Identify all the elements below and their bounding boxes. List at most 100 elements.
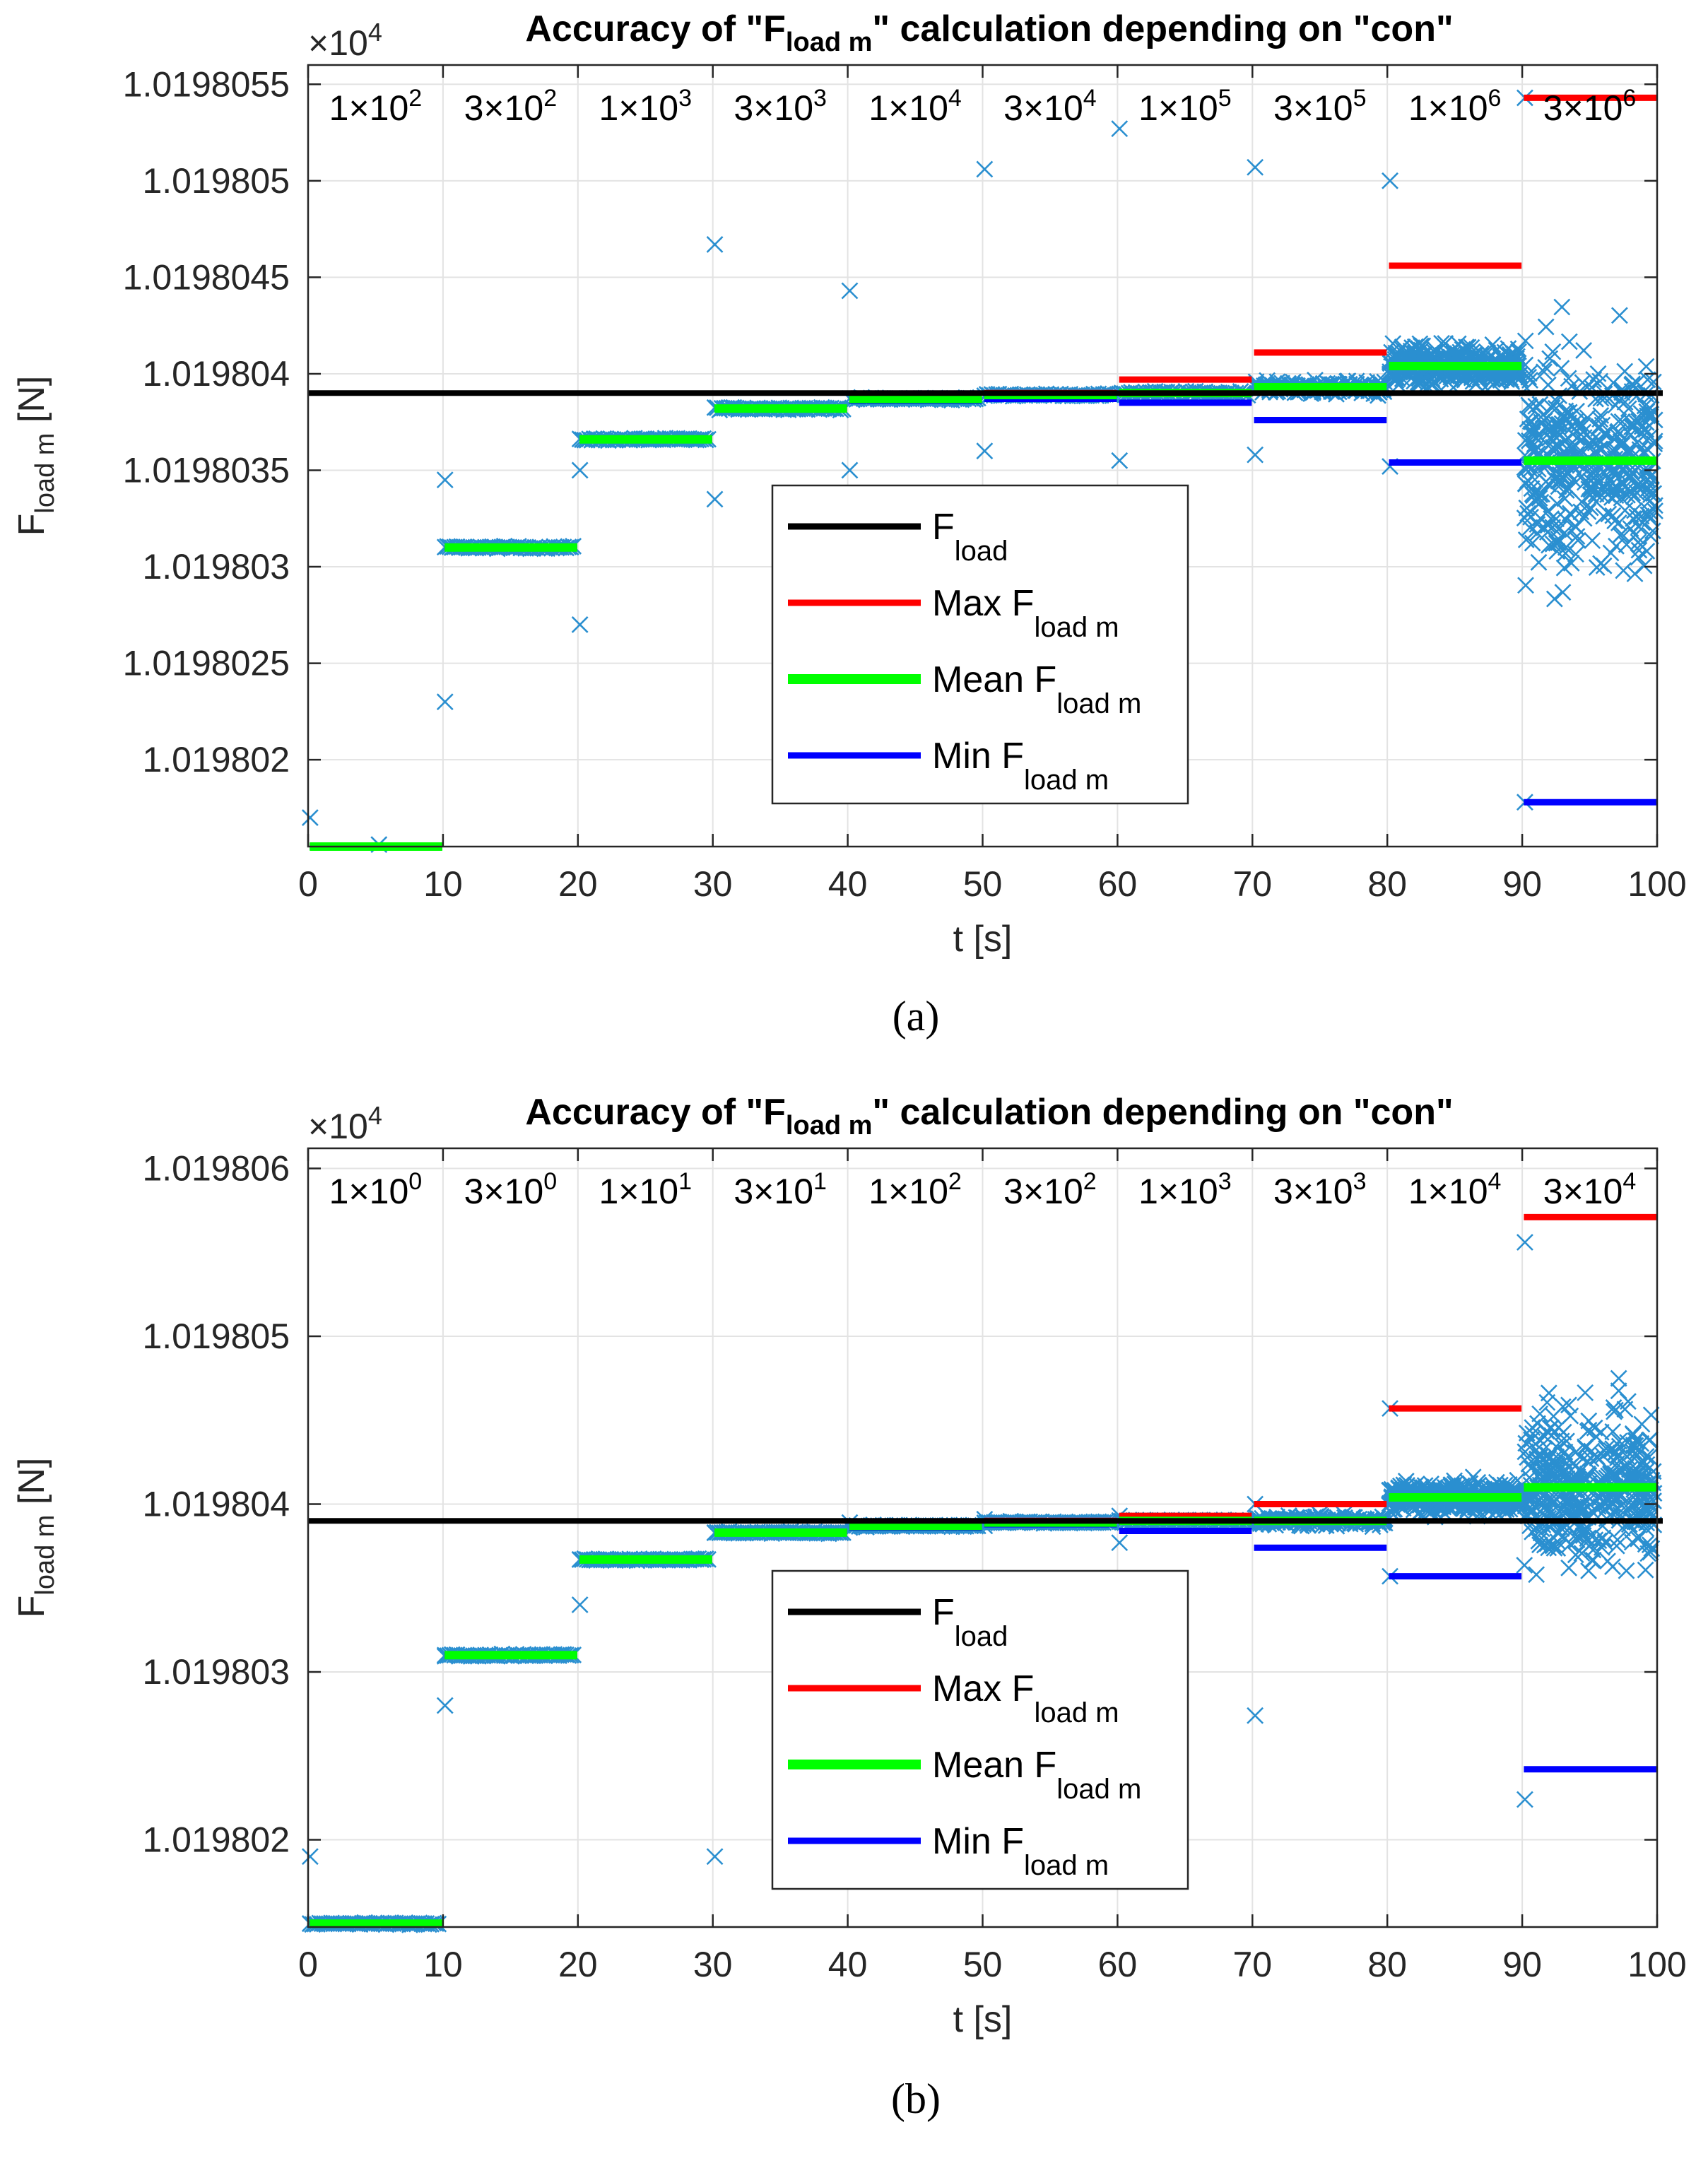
segment-label: 1×106: [1408, 85, 1502, 128]
data-point: [1488, 1473, 1505, 1491]
data-point: [1247, 1707, 1264, 1724]
segment-label: 3×103: [1273, 1168, 1367, 1211]
x-tick-label: 0: [298, 864, 318, 904]
data-point: [1556, 524, 1573, 542]
chart-0: 0 10 20 30 40 50 60 70 80 90 100 1.019802 1.0198025 1…: [11, 8, 1687, 960]
data-point: [1640, 502, 1658, 520]
segment-label: 1×101: [599, 1168, 692, 1211]
data-point: [1642, 408, 1659, 425]
y-tick-label: 1.019804: [142, 1485, 290, 1524]
data-point: [1646, 432, 1663, 450]
y-tick-label: 1.019802: [142, 1820, 290, 1860]
y-axis-label: Fload m [N]: [11, 376, 60, 536]
x-tick-label: 30: [693, 864, 733, 904]
data-point: [1111, 1534, 1129, 1552]
data-point: [1555, 559, 1573, 577]
legend-box: [771, 484, 1189, 805]
data-point: [1583, 1552, 1601, 1569]
data-point: [1577, 1384, 1594, 1401]
data-point: [1616, 394, 1634, 411]
data-point: [1575, 341, 1593, 359]
data-point: [1605, 1398, 1622, 1416]
data-point: [1626, 565, 1644, 582]
data-point: [1559, 1495, 1576, 1512]
data-point: [1524, 1500, 1541, 1518]
data-point: [1586, 1419, 1603, 1437]
data-point: [1608, 428, 1626, 444]
data-point: [1548, 495, 1566, 512]
data-point: [1637, 420, 1655, 438]
data-point: [1600, 505, 1618, 523]
data-point: [1484, 376, 1502, 393]
data-point: [1549, 1533, 1567, 1550]
x-tick-label: 50: [963, 864, 1003, 904]
data-point: [1612, 432, 1630, 450]
data-point: [1528, 1566, 1545, 1584]
data-point: [1531, 1431, 1548, 1449]
data-point: [1111, 452, 1129, 469]
ticks: [307, 65, 1659, 847]
data-point: [1621, 1461, 1638, 1478]
data-point: [1442, 1499, 1459, 1516]
data-point: [1630, 1530, 1647, 1548]
data-point: [1603, 481, 1621, 498]
data-point: [1421, 1502, 1439, 1519]
data-point: [1603, 1442, 1620, 1459]
data-point: [1543, 1427, 1560, 1444]
data-point: [976, 442, 994, 460]
data-point: [1567, 519, 1584, 536]
data-point: [1526, 435, 1543, 453]
data-point: [1522, 508, 1539, 526]
data-point: [1642, 486, 1659, 504]
segment-label: 3×104: [1003, 85, 1097, 128]
data-point: [1544, 343, 1562, 360]
data-point: [1545, 432, 1562, 449]
data-point: [1537, 359, 1555, 376]
segment-label: 1×102: [329, 85, 423, 128]
segment-label: 3×104: [1543, 1168, 1637, 1211]
data-point: [1589, 1497, 1607, 1515]
x-tick-label: 10: [423, 1945, 463, 1984]
y-axis-label: Fload m [N]: [11, 1458, 60, 1618]
legend-label: Fload: [932, 1592, 1008, 1652]
legend-label: Fload: [932, 507, 1008, 567]
data-point: [301, 1848, 319, 1866]
x-tick-label: 10: [423, 864, 463, 904]
data-point: [1516, 475, 1534, 493]
data-point: [1382, 172, 1398, 189]
data-point: [1547, 471, 1564, 489]
data-point: [1397, 1473, 1415, 1490]
data-point: [1628, 374, 1646, 391]
segment-label: 3×105: [1273, 85, 1367, 128]
data-point: [1591, 372, 1609, 390]
data-point: [1247, 446, 1264, 464]
data-point: [1549, 423, 1567, 440]
data-point: [1579, 503, 1597, 521]
data-point: [1610, 464, 1627, 482]
ticks: [307, 1148, 1659, 1927]
legend-label: Min Fload m: [932, 1821, 1109, 1881]
segment-label: 1×103: [1138, 1168, 1232, 1211]
x-tick-label: 70: [1232, 864, 1272, 904]
data-point: [1574, 423, 1592, 441]
data-point: [1637, 358, 1655, 375]
data-point: [1554, 584, 1572, 601]
data-point: [1510, 343, 1527, 360]
data-point: [1516, 432, 1534, 449]
data-point: [1531, 1405, 1549, 1422]
data-point: [1550, 534, 1567, 551]
data-point: [1537, 318, 1555, 336]
data-point: [1627, 1437, 1644, 1454]
data-point: [1496, 343, 1514, 361]
data-point: [1599, 1553, 1616, 1570]
data-point: [1577, 1534, 1595, 1552]
data-point: [1562, 555, 1580, 572]
data-point: [1636, 397, 1654, 415]
data-point: [1531, 490, 1548, 507]
x-tick-label: 90: [1502, 864, 1542, 904]
data-point: [1627, 1432, 1645, 1449]
segment-label: 1×100: [329, 1168, 423, 1211]
data-point: [1634, 1454, 1651, 1471]
data-point: [1464, 1468, 1482, 1486]
